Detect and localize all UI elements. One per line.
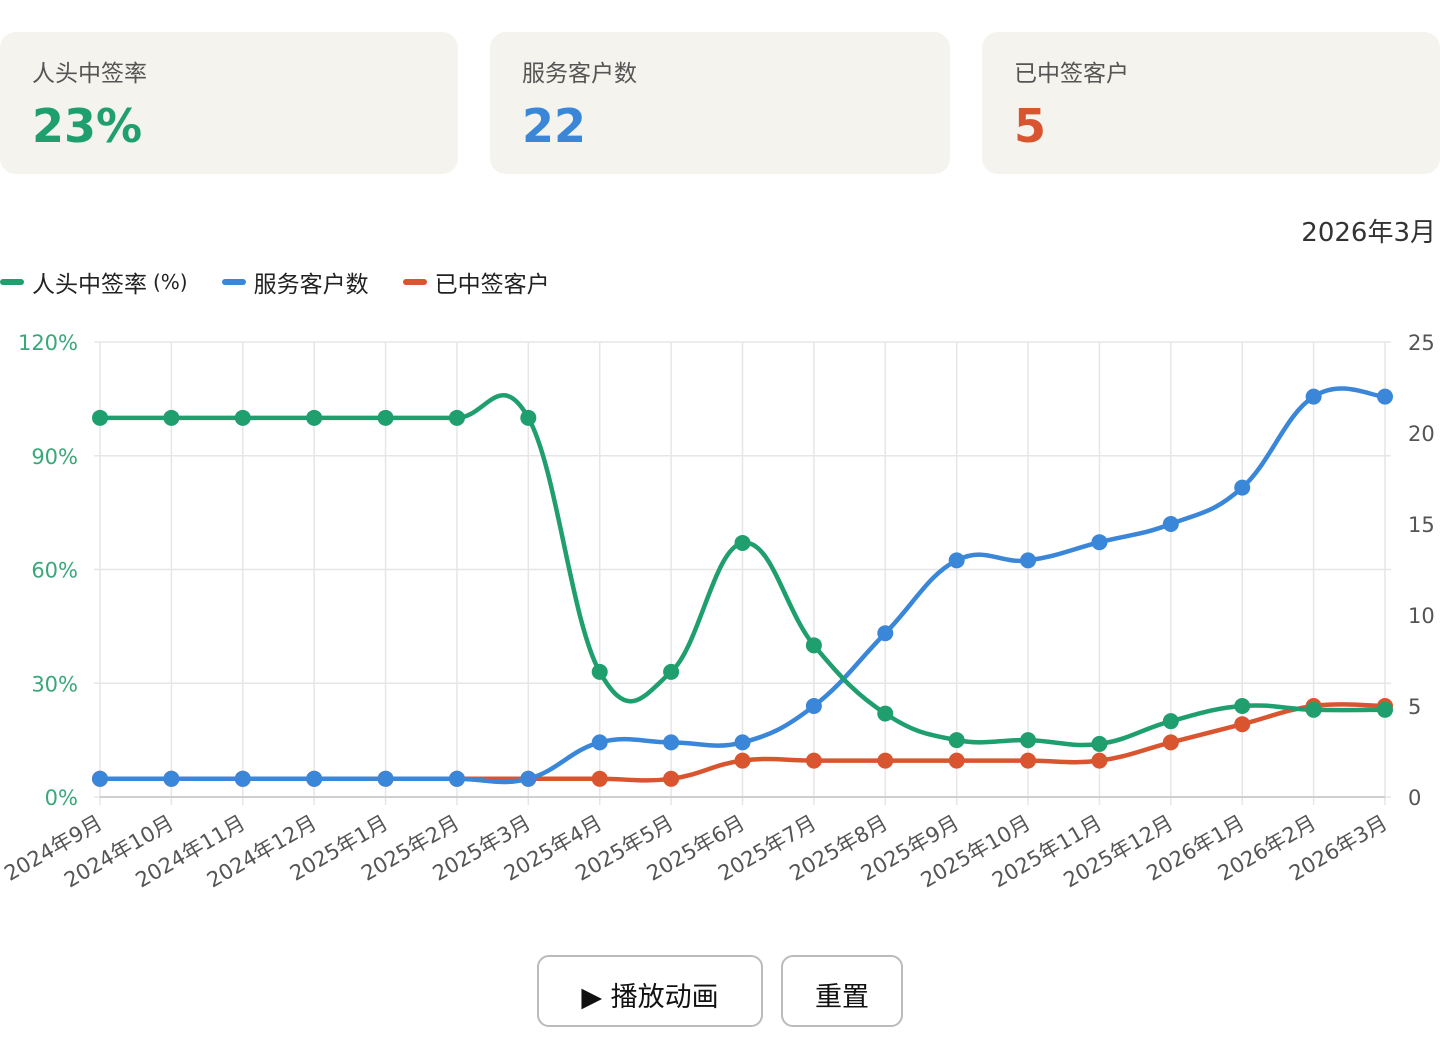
- data-point: [1305, 388, 1322, 405]
- y-left-tick-label: 60%: [31, 559, 78, 583]
- y-left-tick-label: 0%: [45, 786, 78, 810]
- kpi-card-win-rate: 人头中签率 23%: [0, 32, 458, 174]
- data-point: [1377, 388, 1393, 405]
- data-point: [948, 552, 965, 569]
- kpi-value: 23%: [32, 99, 143, 153]
- data-point: [877, 752, 894, 769]
- data-point: [1162, 734, 1179, 751]
- data-point: [805, 698, 822, 714]
- legend-item-clients[interactable]: 服务客户数: [221, 265, 369, 299]
- data-point: [92, 409, 108, 426]
- legend-unit: (%): [153, 270, 188, 294]
- series-line: [97, 393, 1388, 748]
- kpi-value: 5: [1014, 99, 1047, 153]
- series-line: [97, 386, 1388, 785]
- line-chart: 0%30%60%90%120%05101520252024年9月2024年10月…: [0, 331, 1435, 892]
- data-point: [1162, 713, 1179, 730]
- legend-swatch: [0, 279, 24, 285]
- data-point: [448, 409, 465, 426]
- data-point: [1020, 552, 1037, 569]
- legend-item-won-clients[interactable]: 已中签客户: [402, 265, 550, 299]
- data-point: [1091, 752, 1108, 769]
- legend-label: 服务客户数: [253, 272, 369, 298]
- reset-button[interactable]: 重置: [781, 955, 903, 1027]
- legend-label: 已中签客户: [434, 272, 550, 298]
- kpi-label: 已中签客户: [1014, 61, 1129, 87]
- legend-swatch: [402, 279, 427, 285]
- legend-label: 人头中签率: [32, 272, 147, 298]
- data-point: [448, 770, 465, 787]
- y-right-tick-label: 15: [1408, 513, 1435, 537]
- legend-swatch: [221, 279, 246, 285]
- y-right-tick-label: 20: [1408, 422, 1435, 446]
- data-point: [948, 752, 965, 769]
- data-point: [1020, 732, 1037, 749]
- data-point: [591, 734, 608, 751]
- y-left-tick-label: 120%: [18, 331, 78, 355]
- y-left-tick-label: 90%: [31, 445, 78, 469]
- data-point: [520, 409, 537, 426]
- kpi-row: 人头中签率 23% 服务客户数 22 已中签客户 5: [0, 32, 1440, 174]
- data-point: [1305, 701, 1322, 718]
- kpi-value: 22: [522, 99, 587, 153]
- kpi-card-won-clients: 已中签客户 5: [982, 32, 1440, 174]
- kpi-label: 人头中签率: [32, 61, 147, 87]
- chart-legend: 人头中签率 (%) 服务客户数 已中签客户: [0, 262, 584, 302]
- data-point: [1234, 716, 1251, 733]
- legend-item-win-rate[interactable]: 人头中签率 (%): [0, 265, 188, 299]
- data-point: [1377, 701, 1393, 718]
- data-point: [1091, 534, 1108, 551]
- data-point: [377, 770, 394, 787]
- period-label: 2026年3月: [1301, 218, 1436, 248]
- y-right-tick-label: 0: [1408, 786, 1421, 810]
- kpi-label: 服务客户数: [522, 61, 637, 87]
- data-point: [377, 409, 394, 426]
- data-point: [877, 705, 894, 722]
- data-point: [1020, 752, 1037, 769]
- data-point: [163, 770, 180, 787]
- data-point: [234, 409, 251, 426]
- data-point: [805, 752, 822, 769]
- data-point: [948, 732, 965, 749]
- data-point: [234, 770, 251, 787]
- y-left-tick-label: 30%: [31, 672, 78, 696]
- data-point: [1234, 479, 1251, 496]
- y-right-tick-label: 5: [1408, 695, 1421, 719]
- data-point: [1091, 735, 1108, 752]
- data-point: [663, 734, 680, 751]
- data-point: [306, 409, 323, 426]
- data-point: [1162, 516, 1179, 532]
- data-point: [591, 770, 608, 787]
- data-point: [163, 409, 180, 426]
- y-right-tick-label: 10: [1408, 604, 1435, 628]
- data-point: [734, 534, 751, 551]
- kpi-card-clients: 服务客户数 22: [490, 32, 950, 174]
- data-point: [520, 770, 537, 787]
- data-point: [734, 734, 751, 751]
- data-point: [92, 770, 108, 787]
- data-point: [877, 625, 894, 642]
- play-animation-button[interactable]: ▶ 播放动画: [537, 955, 763, 1027]
- data-point: [591, 663, 608, 680]
- data-point: [805, 637, 822, 654]
- data-point: [663, 770, 680, 787]
- data-point: [1234, 698, 1251, 714]
- data-point: [663, 663, 680, 680]
- data-point: [734, 752, 751, 769]
- data-point: [306, 770, 323, 787]
- y-right-tick-label: 25: [1408, 331, 1435, 355]
